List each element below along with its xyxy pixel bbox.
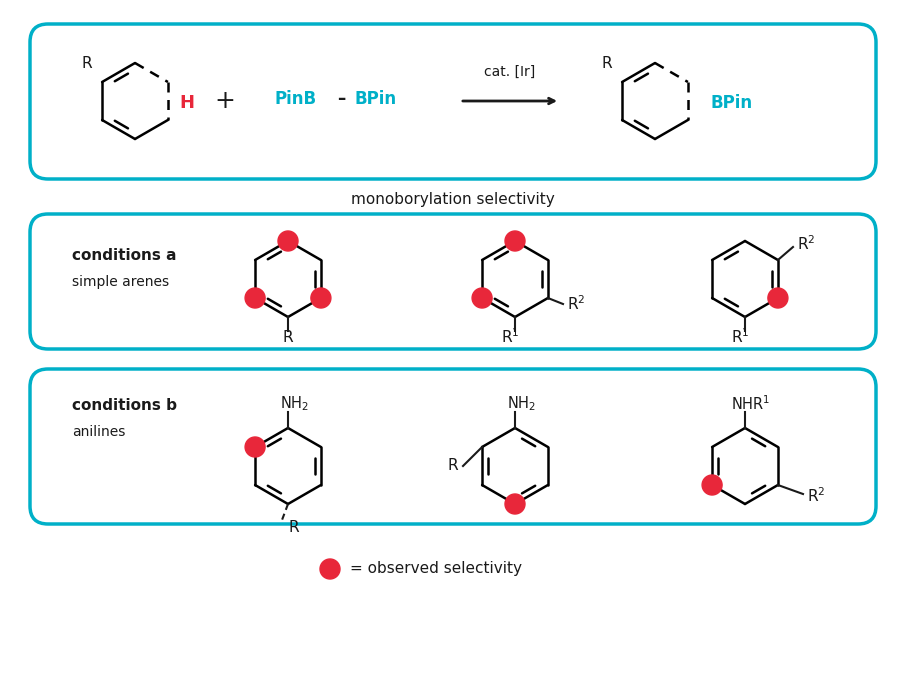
Text: = observed selectivity: = observed selectivity: [350, 562, 522, 577]
Circle shape: [311, 288, 331, 308]
Text: PinB: PinB: [275, 90, 317, 108]
Text: BPin: BPin: [710, 94, 752, 112]
Text: H: H: [179, 94, 195, 112]
Text: –: –: [337, 90, 345, 108]
FancyBboxPatch shape: [30, 24, 876, 179]
Text: R: R: [602, 55, 612, 70]
Circle shape: [246, 437, 265, 457]
Circle shape: [768, 288, 788, 308]
FancyBboxPatch shape: [30, 369, 876, 524]
Circle shape: [702, 475, 722, 495]
Text: R$^2$: R$^2$: [567, 295, 585, 313]
Text: R: R: [82, 55, 92, 70]
Circle shape: [278, 231, 298, 251]
Text: R$^2$: R$^2$: [807, 486, 825, 505]
Text: +: +: [215, 89, 236, 113]
Circle shape: [246, 288, 265, 308]
Text: simple arenes: simple arenes: [72, 275, 169, 289]
Text: R: R: [289, 521, 299, 536]
Text: R$^2$: R$^2$: [797, 235, 815, 253]
Text: R: R: [448, 458, 458, 473]
Text: NH$_2$: NH$_2$: [506, 395, 535, 413]
Text: R$^1$: R$^1$: [731, 328, 749, 346]
Text: anilines: anilines: [72, 425, 125, 439]
Text: conditions a: conditions a: [72, 248, 177, 263]
Text: conditions b: conditions b: [72, 399, 177, 414]
Text: R$^1$: R$^1$: [501, 328, 519, 346]
Text: R: R: [283, 330, 294, 345]
Circle shape: [472, 288, 492, 308]
Text: NHR$^1$: NHR$^1$: [731, 395, 771, 413]
Text: BPin: BPin: [355, 90, 397, 108]
Text: NH$_2$: NH$_2$: [280, 395, 308, 413]
Text: cat. [Ir]: cat. [Ir]: [485, 65, 535, 79]
Text: monoborylation selectivity: monoborylation selectivity: [352, 192, 554, 207]
FancyBboxPatch shape: [30, 214, 876, 349]
Circle shape: [505, 494, 525, 514]
Circle shape: [320, 559, 340, 579]
Circle shape: [505, 231, 525, 251]
